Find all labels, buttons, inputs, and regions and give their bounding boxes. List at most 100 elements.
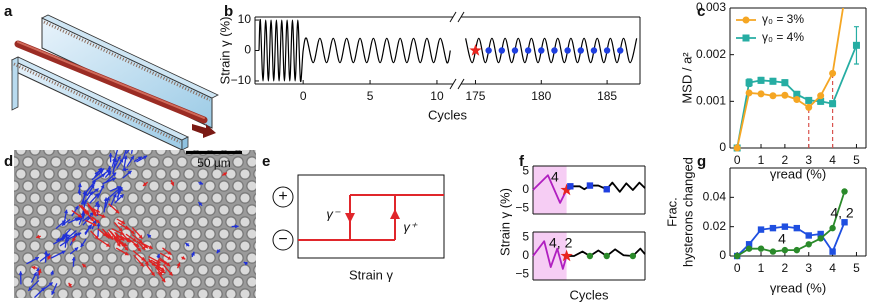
marker-circle <box>485 47 492 54</box>
y-tick-label: 0 <box>719 140 726 154</box>
arrow-head <box>124 225 129 230</box>
marker-circle <box>805 241 812 248</box>
arrow-head <box>144 261 149 266</box>
arrow-head <box>96 222 101 227</box>
arrow-head <box>222 172 227 177</box>
y-axis-label: Frac. <box>664 197 679 227</box>
x-axis-label: γread (%) <box>770 166 826 181</box>
arrow-head <box>108 153 113 157</box>
y-axis-label: Strain γ (%) <box>217 17 232 85</box>
arrow-head <box>141 245 146 250</box>
legend-label: γ₀ = 4% <box>762 30 804 44</box>
marker-circle <box>538 47 545 54</box>
arrow-head <box>36 267 41 271</box>
y-tick-label: −5 <box>515 201 529 215</box>
marker-square <box>567 183 574 190</box>
arrow-head <box>143 155 148 160</box>
arrow-up <box>390 209 400 219</box>
rod-highlight <box>17 41 205 119</box>
arrow-head <box>138 239 143 244</box>
marker-square <box>852 41 860 49</box>
arrow-shaft <box>122 150 127 160</box>
arrow-head <box>90 184 95 189</box>
arrow-head <box>61 250 66 255</box>
marker-circle <box>817 92 825 100</box>
panel-label: d <box>4 153 13 170</box>
speckle <box>43 20 211 102</box>
arrow-head <box>46 300 50 304</box>
shear-cell <box>11 14 219 151</box>
panel-label: g <box>697 153 706 170</box>
arrow-head <box>166 262 171 267</box>
arrow-head <box>33 272 37 277</box>
arrow-head <box>176 262 181 267</box>
arrow-head <box>135 243 140 247</box>
marker-circle <box>829 69 837 77</box>
marker-square <box>745 241 753 248</box>
arrow-head <box>130 143 134 147</box>
x-tick-label: 1 <box>758 153 765 167</box>
back-plate-top <box>41 14 219 99</box>
arrow-head <box>130 155 134 160</box>
state-plus: + <box>278 188 287 205</box>
arrow-head <box>91 180 96 185</box>
annotation: 4 <box>551 169 559 185</box>
arrow-head <box>74 247 79 252</box>
speckle <box>13 62 181 144</box>
arrow-head <box>243 261 248 266</box>
arrow-head <box>120 220 125 224</box>
y-tick-label: 0.003 <box>696 0 726 14</box>
axis-break <box>449 11 457 23</box>
legend-marker <box>742 34 750 42</box>
marker-circle <box>603 252 610 260</box>
arrow-head <box>92 212 97 217</box>
marker-square <box>793 90 801 98</box>
arrow-head <box>61 221 66 226</box>
marker-star <box>560 183 573 196</box>
arrow-head <box>156 259 161 264</box>
marker-circle <box>793 95 801 103</box>
x-tick-label: 4 <box>829 261 836 275</box>
arrow-head <box>101 214 106 218</box>
marker-circle <box>511 47 519 54</box>
arrow-head <box>156 265 161 269</box>
arrow-head <box>100 168 105 173</box>
marker-circle <box>745 245 753 252</box>
arrow-head <box>148 245 153 249</box>
y-tick-label: 0.001 <box>696 94 726 108</box>
marker-circle <box>564 47 571 54</box>
arrow-head <box>37 269 42 273</box>
y-tick-label: −5 <box>515 267 529 281</box>
panel-label: b <box>224 3 233 20</box>
marker-square <box>781 223 789 230</box>
axis-break <box>457 11 465 23</box>
annotation: 4, 2 <box>549 235 573 251</box>
arrow-head <box>48 282 53 287</box>
arrow-head <box>161 269 166 274</box>
marker-square <box>769 77 777 85</box>
arrow-shaft <box>130 150 133 154</box>
x-tick-label: 5 <box>853 261 860 275</box>
highlight-region <box>533 166 567 214</box>
marker-circle <box>841 0 848 2</box>
marker-circle <box>745 89 753 97</box>
marker-circle <box>733 144 741 152</box>
arrow-head <box>119 158 124 163</box>
marker-star <box>469 44 482 56</box>
arrow-head <box>116 242 121 247</box>
marker-circle <box>781 246 789 254</box>
marker-square <box>829 100 837 108</box>
arrow-head <box>125 144 129 148</box>
arrow-head <box>124 251 129 256</box>
arrow-head <box>118 187 123 192</box>
arrow-head <box>65 236 70 240</box>
micrograph <box>14 143 256 304</box>
arrow-shaft <box>125 150 130 154</box>
arrow-head <box>185 243 190 247</box>
arrow-head <box>216 249 221 254</box>
arrow-head <box>126 238 131 243</box>
y-axis-label: Strain γ (%) <box>497 188 512 256</box>
state-circle <box>272 186 294 208</box>
arrow-head <box>123 242 128 247</box>
arrow-head <box>92 222 97 227</box>
